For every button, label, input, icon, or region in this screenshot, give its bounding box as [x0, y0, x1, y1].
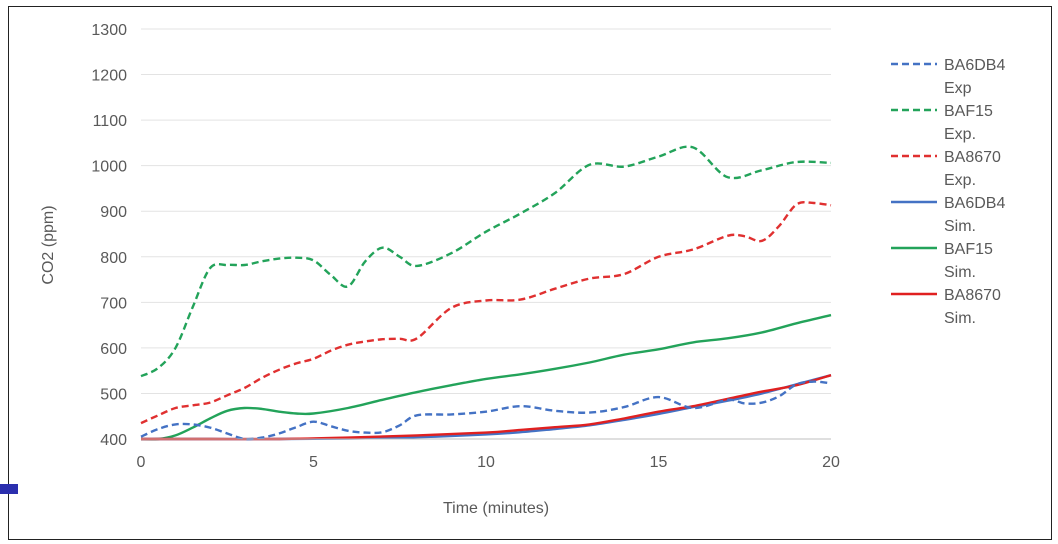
legend-label: Exp.	[944, 126, 976, 143]
legend-item: BA8670 Sim.	[891, 287, 1001, 327]
legend-label: Sim.	[944, 310, 976, 327]
series-line-baf15-sim	[140, 313, 832, 441]
y-tick-label: 600	[100, 341, 127, 358]
legend-label: BA8670	[944, 287, 1001, 304]
y-tick-label: 1100	[93, 113, 128, 130]
legend-label: Exp	[944, 80, 972, 97]
legend-label: Exp.	[944, 172, 976, 189]
x-axis-label: Time (minutes)	[443, 500, 549, 517]
y-tick-label: 900	[100, 204, 127, 221]
chart-frame: 400 500 600 700 800 900 1000 1100 1200 1300 0 5 10 1…	[8, 6, 1052, 540]
y-tick-label: 700	[100, 295, 127, 312]
gridlines	[141, 28, 831, 394]
legend-item: BA6DB4 Sim.	[891, 195, 1005, 235]
legend-label: BA6DB4	[944, 57, 1005, 74]
edge-decoration	[0, 484, 18, 494]
y-tick-label: 400	[100, 432, 127, 449]
y-tick-label: 1200	[91, 68, 127, 85]
y-tick-label: 800	[100, 250, 127, 267]
series-line-baf15-exp	[140, 145, 832, 378]
legend-item: BA6DB4 Exp	[891, 57, 1005, 97]
y-axis-label: CO2 (ppm)	[40, 205, 57, 284]
series-line-ba8670-exp	[140, 201, 832, 425]
legend-label: Sim.	[944, 218, 976, 235]
legend-item: BAF15 Sim.	[891, 241, 993, 281]
legend-label: BA6DB4	[944, 195, 1005, 212]
series-line-ba6db4-exp	[140, 380, 832, 441]
legend-label: Sim.	[944, 264, 976, 281]
y-axis-tick-labels: 400 500 600 700 800 900 1000 1100 1200 1300	[91, 22, 127, 449]
legend-item: BAF15 Exp.	[891, 103, 993, 143]
x-tick-label: 0	[137, 454, 146, 471]
y-tick-label: 500	[100, 386, 127, 403]
y-tick-label: 1300	[91, 22, 127, 39]
series-lines	[140, 145, 832, 441]
line-chart: 400 500 600 700 800 900 1000 1100 1200 1300 0 5 10 1…	[40, 22, 1005, 517]
legend: BA6DB4ExpBAF15Exp.BA8670Exp.BA6DB4Sim.BA…	[891, 57, 1005, 327]
legend-item: BA8670 Exp.	[891, 149, 1001, 189]
legend-label: BAF15	[944, 241, 993, 258]
x-tick-label: 5	[309, 454, 318, 471]
x-axis-tick-labels: 0 5 10 15 20	[137, 454, 840, 471]
x-tick-label: 20	[822, 454, 840, 471]
legend-label: BA8670	[944, 149, 1001, 166]
x-tick-label: 15	[650, 454, 668, 471]
legend-label: BAF15	[944, 103, 993, 120]
y-tick-label: 1000	[91, 159, 127, 176]
x-tick-label: 10	[477, 454, 495, 471]
